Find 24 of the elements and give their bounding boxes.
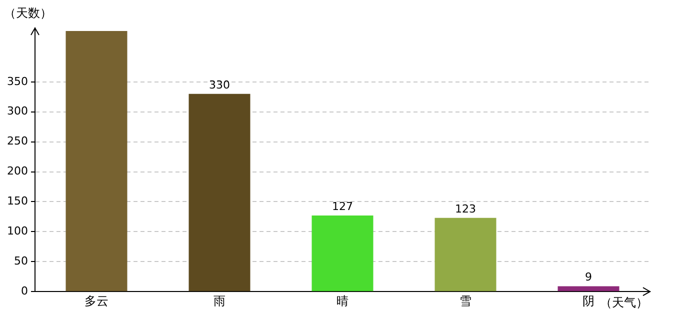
x-axis-title: （天气）: [600, 296, 648, 310]
bar: [434, 218, 496, 292]
y-tick-label: 100: [6, 224, 28, 238]
y-tick-label: 350: [6, 74, 28, 88]
x-tick-label: 晴: [336, 294, 348, 308]
y-tick-label: 250: [6, 134, 28, 148]
y-tick-label: 150: [6, 194, 28, 208]
y-tick-label: 200: [6, 164, 28, 178]
bar: [558, 286, 620, 292]
x-tick-label: 多云: [84, 294, 108, 308]
bar: [312, 216, 374, 292]
data-label: 9: [585, 270, 592, 284]
y-tick-label: 300: [6, 104, 28, 118]
data-label: 127: [332, 200, 353, 213]
y-tick-label: 50: [14, 254, 28, 268]
bar: [188, 94, 250, 292]
x-tick-label: 雪: [460, 294, 472, 308]
data-label: 123: [455, 202, 476, 216]
x-tick-label: 阴: [582, 294, 594, 308]
data-label: 330: [208, 78, 230, 92]
y-tick-label: 0: [20, 284, 28, 298]
x-tick-label: 雨: [213, 294, 226, 308]
y-axis-title: （天数）: [4, 6, 52, 20]
bar: [66, 30, 128, 292]
